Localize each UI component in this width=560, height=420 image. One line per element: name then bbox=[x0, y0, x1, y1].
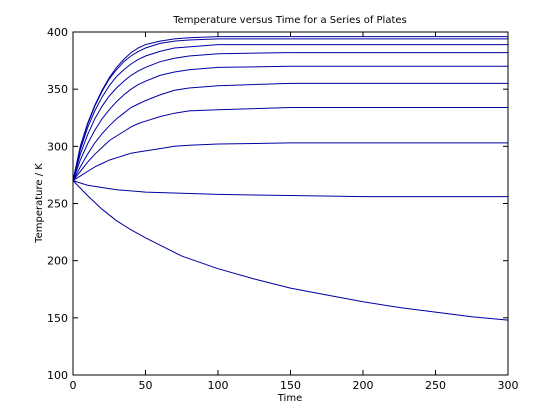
series-line-3 bbox=[72, 44, 508, 181]
y-axis-title: Temperature / K bbox=[34, 163, 45, 244]
x-tick-label: 300 bbox=[498, 379, 519, 392]
y-tick-label: 200 bbox=[47, 255, 68, 268]
series-line-10 bbox=[72, 180, 509, 321]
series-line-5 bbox=[72, 65, 508, 181]
x-axis-title: Time bbox=[277, 393, 302, 404]
y-tick-label: 300 bbox=[47, 140, 68, 153]
series-line-8 bbox=[72, 142, 508, 182]
series-line-6 bbox=[72, 82, 508, 181]
x-tick-label: 200 bbox=[353, 379, 374, 392]
y-tick-label: 250 bbox=[47, 198, 68, 211]
chart-title: Temperature versus Time for a Series of … bbox=[172, 15, 407, 26]
x-tick-label: 50 bbox=[139, 379, 153, 392]
x-tick-label: 150 bbox=[280, 379, 301, 392]
x-ticks: 0 50 100 150 200 250 300 bbox=[70, 32, 519, 392]
series-line-7 bbox=[72, 107, 508, 181]
y-tick-label: 400 bbox=[47, 26, 68, 39]
plot-lines bbox=[72, 36, 509, 321]
series-line-2 bbox=[72, 38, 508, 181]
series-line-4 bbox=[72, 52, 508, 181]
x-tick-label: 100 bbox=[208, 379, 229, 392]
y-ticks: 100 150 200 250 300 350 400 bbox=[47, 26, 508, 382]
y-tick-label: 100 bbox=[47, 369, 68, 382]
series-line-1 bbox=[72, 36, 508, 181]
x-tick-label: 0 bbox=[70, 379, 77, 392]
series-line-9 bbox=[72, 180, 508, 198]
x-tick-label: 250 bbox=[425, 379, 446, 392]
y-tick-label: 150 bbox=[47, 312, 68, 325]
y-tick-label: 350 bbox=[47, 83, 68, 96]
